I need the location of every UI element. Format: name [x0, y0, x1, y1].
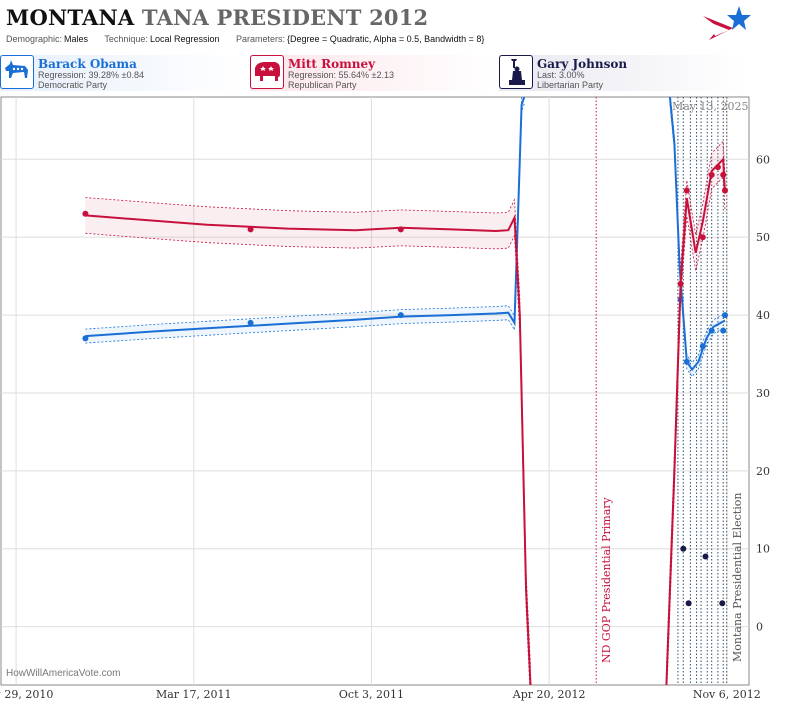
- legend-obama-name: Barack Obama: [38, 57, 137, 71]
- technique-key: Technique:: [104, 34, 148, 44]
- romney-poll-point: [708, 171, 715, 178]
- johnson-poll-point: [702, 553, 709, 560]
- series-layer: [82, 97, 728, 685]
- legend-romney-party: Republican Party: [288, 80, 357, 90]
- site-logo-icon: [703, 6, 751, 40]
- x-tick-label: Aug 29, 2010: [0, 688, 53, 701]
- y-tick-label: 60: [756, 153, 770, 166]
- title-rest: TANA PRESIDENT 2012: [141, 5, 429, 30]
- obama-poll-point: [722, 312, 728, 319]
- johnson-poll-point: [719, 600, 726, 607]
- romney-poll-point: [82, 210, 89, 217]
- plot-frame: [0, 96, 750, 686]
- romney-trend-line: [85, 213, 532, 685]
- x-tick-label: Apr 20, 2012: [512, 688, 586, 701]
- romney-poll-point: [722, 187, 728, 194]
- romney-confidence-band: [85, 197, 531, 685]
- obama-trend-line: [85, 97, 526, 338]
- obama-poll-point: [247, 319, 254, 326]
- technique-value: Local Regression: [149, 34, 220, 44]
- page-title: MONTANA TANA PRESIDENT 2012: [6, 5, 428, 30]
- legend-obama-regression: Regression: 39.28% ±0.84: [38, 70, 145, 80]
- obama-poll-point: [82, 335, 89, 342]
- datestamp: May 13, 2025: [672, 100, 749, 113]
- legend-romney-name: Mitt Romney: [288, 57, 376, 71]
- site-credit: HowWillAmericaVote.com: [6, 668, 121, 679]
- legend-obama: Barack Obama Regression: 39.28% ±0.84 De…: [0, 55, 245, 91]
- y-tick-label: 0: [756, 621, 763, 634]
- obama-poll-point: [683, 358, 690, 365]
- x-tick-label: Nov 6, 2012: [693, 688, 761, 701]
- obama-poll-point: [397, 312, 404, 319]
- parameters-value: {Degree = Quadratic, Alpha = 0.5, Bandwi…: [287, 34, 485, 44]
- romney-poll-point: [677, 280, 684, 287]
- johnson-poll-point: [685, 600, 692, 607]
- obama-poll-point: [699, 343, 706, 350]
- y-tick-label: 10: [756, 543, 770, 556]
- romney-trend-line-late: [665, 156, 726, 685]
- y-tick-label: 40: [756, 309, 770, 322]
- legend-johnson: Gary Johnson Last: 3.00% Libertarian Par…: [499, 55, 749, 91]
- obama-confidence-band: [85, 97, 525, 344]
- romney-poll-point: [397, 226, 404, 233]
- johnson-poll-point: [680, 545, 687, 552]
- legend-romney-regression: Regression: 55.64% ±2.13: [288, 70, 395, 80]
- statue-of-liberty-icon: [499, 55, 533, 89]
- title-state: MONTANA: [6, 5, 135, 30]
- romney-poll-point: [714, 164, 721, 171]
- donkey-icon: [0, 55, 34, 89]
- obama-upper-bound: [85, 97, 523, 330]
- romney-poll-point: [683, 187, 690, 194]
- romney-poll-point: [720, 171, 727, 178]
- romney-poll-point: [699, 234, 706, 241]
- elephant-icon: [250, 55, 284, 89]
- obama-poll-point: [708, 327, 715, 334]
- x-tick-label: Oct 3, 2011: [339, 688, 404, 701]
- demographic-value: Males: [64, 34, 89, 44]
- legend-johnson-name: Gary Johnson: [537, 57, 628, 71]
- y-tick-label: 50: [756, 231, 770, 244]
- x-tick-label: Mar 17, 2011: [156, 688, 232, 701]
- parameters-key: Parameters:: [236, 34, 286, 44]
- romney-poll-point: [247, 226, 254, 233]
- legend-johnson-last: Last: 3.00%: [537, 70, 585, 80]
- y-tick-label: 20: [756, 465, 770, 478]
- legend-johnson-party: Libertarian Party: [537, 80, 604, 90]
- demographic-key: Demographic:: [6, 34, 63, 44]
- obama-lower-bound: [85, 103, 525, 344]
- obama-poll-point: [720, 327, 727, 334]
- event-label: Montana Presidential Election: [731, 493, 744, 662]
- legend-romney: Mitt Romney Regression: 55.64% ±2.13 Rep…: [250, 55, 495, 91]
- event-label: ND GOP Presidential Primary: [600, 496, 613, 663]
- parameters-line: Demographic: Males Technique: Local Regres…: [6, 34, 498, 44]
- legend-obama-party: Democratic Party: [38, 80, 108, 90]
- y-tick-label: 30: [756, 387, 770, 400]
